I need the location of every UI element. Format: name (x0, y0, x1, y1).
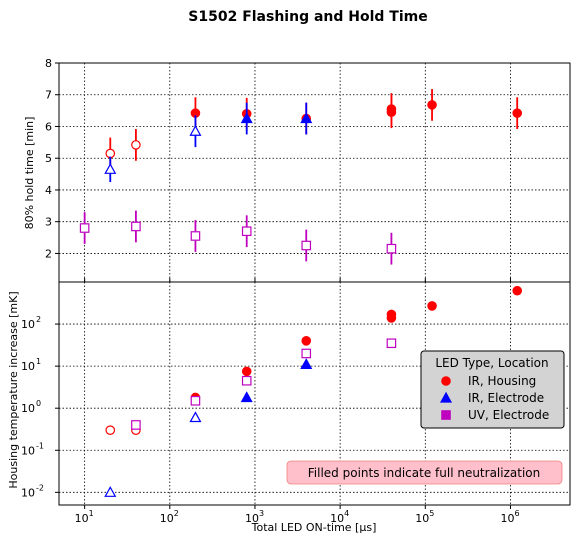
x-tick-label: 10 (415, 512, 429, 525)
x-tick-label: 10 (160, 512, 174, 525)
top-y-tick-label: 8 (45, 57, 52, 70)
bottom-y-tick-label: 10 (21, 360, 35, 373)
legend-marker (441, 376, 451, 386)
top-grid (59, 63, 570, 282)
bottom-y-tick-exponent: -2 (36, 483, 44, 492)
data-point (131, 221, 141, 232)
top-y-tick-label: 7 (45, 89, 52, 102)
top-y-tick-label: 4 (45, 184, 52, 197)
bottom-axes-frame (58, 281, 571, 506)
x-axis-label: Total LED ON-time [μs] (251, 521, 377, 534)
data-point (512, 285, 523, 296)
data-point (427, 100, 437, 110)
x-tick-label: 10 (330, 512, 344, 525)
chart-title: S1502 Flashing and Hold Time (188, 9, 427, 25)
legend-entries: IR, Housing IR, Electrode UV, Electrode (439, 374, 549, 422)
data-point (189, 411, 202, 423)
data-point (104, 163, 117, 174)
data-point (301, 240, 312, 251)
data-point (189, 125, 202, 136)
top-y-tick-label: 3 (45, 216, 52, 229)
data-point (386, 107, 397, 117)
top-y-axis-label: 80% hold time [min] (23, 117, 36, 230)
data-point (301, 348, 312, 359)
data-point (301, 336, 312, 346)
data-point (241, 375, 252, 386)
x-tick-exponent: 1 (89, 509, 94, 518)
data-point (131, 140, 141, 150)
bottom-y-tick-label: 10 (21, 486, 35, 499)
x-tick-label: 10 (500, 512, 514, 525)
legend-label: IR, Electrode (468, 391, 544, 405)
bottom-y-axis-label: Housing temperature increase [mK] (7, 291, 20, 488)
top-y-tick-label: 2 (45, 247, 52, 260)
bottom-y-tick-label: 10 (21, 402, 35, 415)
bottom-y-tick-label: 10 (21, 444, 35, 457)
legend-box (420, 350, 565, 429)
x-tick-exponent: 2 (174, 509, 179, 518)
x-tick-exponent: 5 (429, 509, 434, 518)
bottom-data-marks (104, 285, 523, 497)
x-tick-label: 10 (75, 512, 89, 525)
data-point (512, 108, 523, 118)
x-tick-exponent: 4 (344, 509, 349, 518)
x-tick-exponent: 3 (259, 509, 264, 518)
data-point (386, 338, 397, 349)
data-point (190, 395, 201, 406)
bottom-y-tick-label: 10 (21, 318, 35, 331)
data-point (241, 366, 252, 377)
data-point (104, 486, 117, 497)
legend: LED Type, Location IR, Housing IR, Electr… (420, 350, 565, 429)
data-point (427, 301, 437, 311)
data-point (241, 226, 252, 237)
legend-label: IR, Housing (468, 374, 536, 388)
legend-label: UV, Electrode (468, 408, 549, 422)
note-text: Filled points indicate full neutralizati… (308, 466, 540, 480)
top-panel: 2 3 4 5 6 7 8 80% hold time [min] (23, 57, 571, 283)
top-y-ticks: 2 3 4 5 6 7 8 (45, 57, 511, 282)
top-data-marks (79, 89, 523, 265)
note-background (286, 460, 563, 485)
legend-marker (441, 410, 451, 420)
data-point (105, 148, 116, 159)
note-box: Filled points indicate full neutralizati… (286, 460, 563, 485)
data-point (79, 223, 90, 233)
x-ticks: 10 1 10 2 10 3 10 4 10 5 10 6 (75, 505, 520, 525)
top-axes-frame (58, 62, 571, 283)
data-point (386, 313, 397, 323)
legend-marker (439, 391, 453, 403)
bottom-y-tick-exponent: 1 (36, 357, 41, 366)
data-point (300, 112, 313, 124)
data-point (240, 112, 253, 124)
data-point (105, 425, 116, 435)
data-point (240, 391, 253, 403)
bottom-y-tick-exponent: 2 (36, 315, 41, 324)
x-tick-exponent: 6 (514, 509, 519, 518)
data-point (300, 358, 313, 369)
top-y-tick-label: 5 (45, 152, 52, 165)
top-y-tick-label: 6 (45, 120, 52, 133)
data-point (131, 420, 141, 430)
legend-title: LED Type, Location (435, 356, 548, 370)
data-point (190, 231, 201, 241)
x-tick-label: 10 (245, 512, 259, 525)
bottom-y-tick-exponent: -1 (36, 441, 44, 450)
bottom-y-tick-exponent: 0 (36, 399, 41, 408)
data-point (386, 243, 397, 254)
